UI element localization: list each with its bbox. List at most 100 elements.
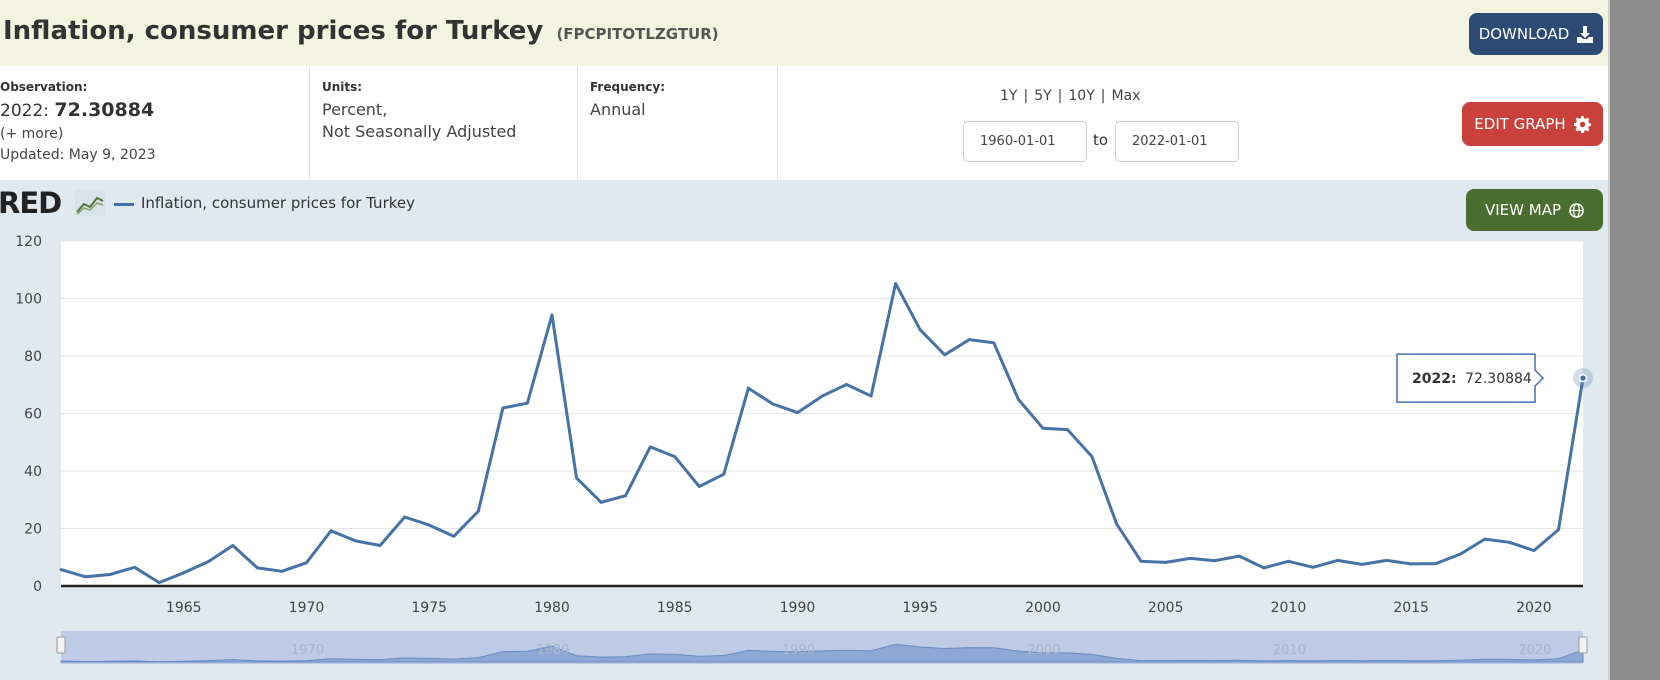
data-point [1360, 563, 1364, 566]
data-point [206, 560, 210, 563]
data-point [231, 544, 235, 547]
data-point [697, 485, 701, 488]
x-tick-label: 1975 [411, 600, 447, 616]
data-point [599, 500, 603, 504]
units-line-2: Not Seasonally Adjusted [322, 122, 517, 141]
navigator-series [60, 643, 1584, 663]
units-line-1: Percent, [322, 100, 388, 119]
navigator[interactable]: 1970 1980 1990 2000 2010 2020 [56, 631, 1588, 664]
data-point [845, 383, 848, 386]
data-point [1507, 540, 1511, 544]
data-point [476, 509, 480, 513]
range-separator: | [1100, 88, 1106, 104]
observation-label: Observation: [0, 80, 88, 94]
observation-panel: Observation: 2022: 72.30884 (+ more) Upd… [0, 66, 310, 180]
range-5y[interactable]: 5Y [1034, 88, 1052, 104]
data-point [255, 566, 259, 570]
data-point [1188, 557, 1192, 560]
range-separator: | [1057, 88, 1063, 104]
end-date-input[interactable] [1115, 121, 1239, 162]
updated-date: Updated: May 9, 2023 [0, 147, 156, 163]
more-observations-link[interactable]: (+ more) [0, 126, 64, 142]
navigator-left-handle[interactable] [56, 636, 66, 654]
start-date-input[interactable] [963, 121, 1087, 162]
units-panel: Units: Percent, Not Seasonally Adjusted [310, 66, 578, 180]
data-point [354, 539, 357, 543]
y-axis: 0 20 40 60 80 100 120 [15, 234, 42, 595]
scrollbar[interactable] [1608, 0, 1660, 680]
x-tick-label: 1970 [289, 600, 325, 616]
edit-graph-label: EDIT GRAPH [1474, 115, 1566, 133]
observation-value-line: 2022: 72.30884 [0, 99, 154, 121]
y-tick-label: 80 [24, 349, 42, 365]
data-point [1336, 559, 1339, 562]
tooltip-value: 72.30884 [1465, 371, 1532, 387]
observation-value: 72.30884 [54, 99, 155, 121]
y-tick-label: 100 [15, 292, 42, 308]
data-point [452, 534, 456, 538]
data-point [1532, 549, 1536, 553]
x-tick-label: 1980 [534, 600, 570, 616]
data-point [918, 328, 922, 332]
date-to-label: to [1093, 131, 1109, 149]
frequency-value: Annual [590, 100, 646, 119]
data-point [84, 575, 87, 579]
navigator-tick-label: 2000 [1027, 643, 1060, 658]
y-tick-label: 20 [24, 522, 42, 538]
units-label: Units: [322, 80, 363, 94]
download-button[interactable]: DOWNLOAD [1469, 13, 1603, 55]
data-point [108, 573, 112, 576]
legend-label: Inflation, consumer prices for Turkey [141, 194, 415, 212]
y-tick-label: 0 [33, 579, 42, 595]
x-tick-label: 1995 [902, 600, 938, 616]
data-point [1483, 537, 1487, 541]
data-point [501, 406, 505, 410]
data-point [820, 394, 824, 398]
data-point [427, 523, 431, 527]
range-max[interactable]: Max [1111, 88, 1141, 104]
tooltip-text: 2022: 72.30884 [1412, 371, 1532, 387]
view-map-label: VIEW MAP [1484, 201, 1561, 219]
y-tick-label: 120 [15, 234, 42, 250]
observation-date: 2022: [0, 101, 49, 121]
navigator-tick-label: 1970 [291, 643, 324, 658]
range-10y[interactable]: 10Y [1068, 88, 1095, 104]
main-panel: Inflation, consumer prices for Turkey (F… [0, 0, 1608, 680]
data-point [967, 338, 971, 342]
navigator-tick-label: 1990 [782, 643, 815, 658]
frequency-panel: Frequency: Annual [578, 66, 778, 180]
x-tick-label: 2020 [1516, 600, 1552, 616]
view-map-button[interactable]: VIEW MAP [1466, 189, 1603, 231]
x-tick-label: 2010 [1271, 600, 1307, 616]
series-id: (FPCPITOTLZGTUR) [556, 25, 719, 43]
data-point [1213, 559, 1217, 563]
data-point [894, 282, 898, 285]
navigator-right-handle[interactable] [1578, 636, 1588, 654]
data-point [1262, 566, 1266, 570]
x-tick-label: 2015 [1393, 600, 1429, 616]
navigator-tick-label: 2020 [1518, 643, 1551, 658]
data-point [329, 529, 333, 533]
range-separator: | [1023, 88, 1029, 104]
x-tick-label: 1965 [166, 600, 202, 616]
range-1y[interactable]: 1Y [1000, 88, 1018, 104]
tooltip-date: 2022: [1412, 371, 1457, 387]
data-point [305, 561, 308, 565]
data-point [1041, 426, 1045, 430]
range-selector: 1Y | 5Y | 10Y | Max [1000, 88, 1140, 104]
download-icon [1577, 25, 1594, 43]
navigator-tick-label: 2010 [1273, 643, 1306, 658]
data-point [1385, 559, 1389, 562]
tooltip: 2022: 72.30884 [1396, 353, 1545, 403]
data-point [722, 472, 726, 476]
data-point [992, 341, 996, 345]
edit-graph-button[interactable]: EDIT GRAPH [1462, 102, 1603, 146]
y-tick-label: 60 [24, 407, 42, 423]
page-title: Inflation, consumer prices for Turkey (F… [3, 16, 719, 46]
gear-icon [1573, 115, 1591, 133]
data-point [1237, 554, 1241, 558]
x-tick-label: 2005 [1148, 600, 1184, 616]
title-bar: Inflation, consumer prices for Turkey (F… [0, 0, 1608, 66]
chart-svg: 0 20 40 60 80 100 120 1965 1970 1975 1980 1985 1990… [15, 234, 1593, 664]
frequency-label: Frequency: [590, 80, 666, 94]
